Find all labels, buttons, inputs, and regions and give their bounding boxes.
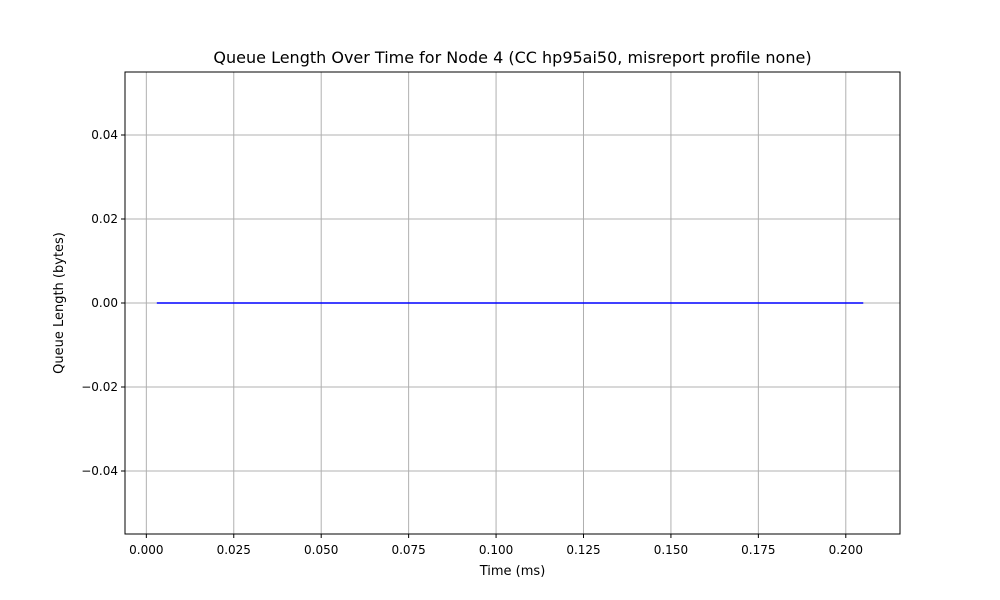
chart-title: Queue Length Over Time for Node 4 (CC hp…	[213, 48, 811, 67]
x-tick-label: 0.000	[129, 543, 163, 557]
y-tick-label: −0.04	[81, 464, 118, 478]
x-tick-label: 0.100	[479, 543, 513, 557]
x-tick-label: 0.075	[391, 543, 425, 557]
y-tick-label: 0.04	[91, 128, 118, 142]
x-axis-title: Time (ms)	[479, 564, 546, 579]
y-tick-label: −0.02	[81, 380, 118, 394]
y-tick-label: 0.00	[91, 296, 118, 310]
x-tick-label: 0.025	[217, 543, 251, 557]
x-tick-label: 0.200	[829, 543, 863, 557]
y-axis-title: Queue Length (bytes)	[52, 232, 67, 374]
x-tick-label: 0.175	[741, 543, 775, 557]
x-tick-label: 0.050	[304, 543, 338, 557]
y-tick-label: 0.02	[91, 212, 118, 226]
x-tick-label: 0.125	[566, 543, 600, 557]
axis-ticks: 0.000 0.025 0.050 0.075 0.100 0.125 0.150 0.175…	[81, 128, 863, 557]
x-tick-label: 0.150	[654, 543, 688, 557]
